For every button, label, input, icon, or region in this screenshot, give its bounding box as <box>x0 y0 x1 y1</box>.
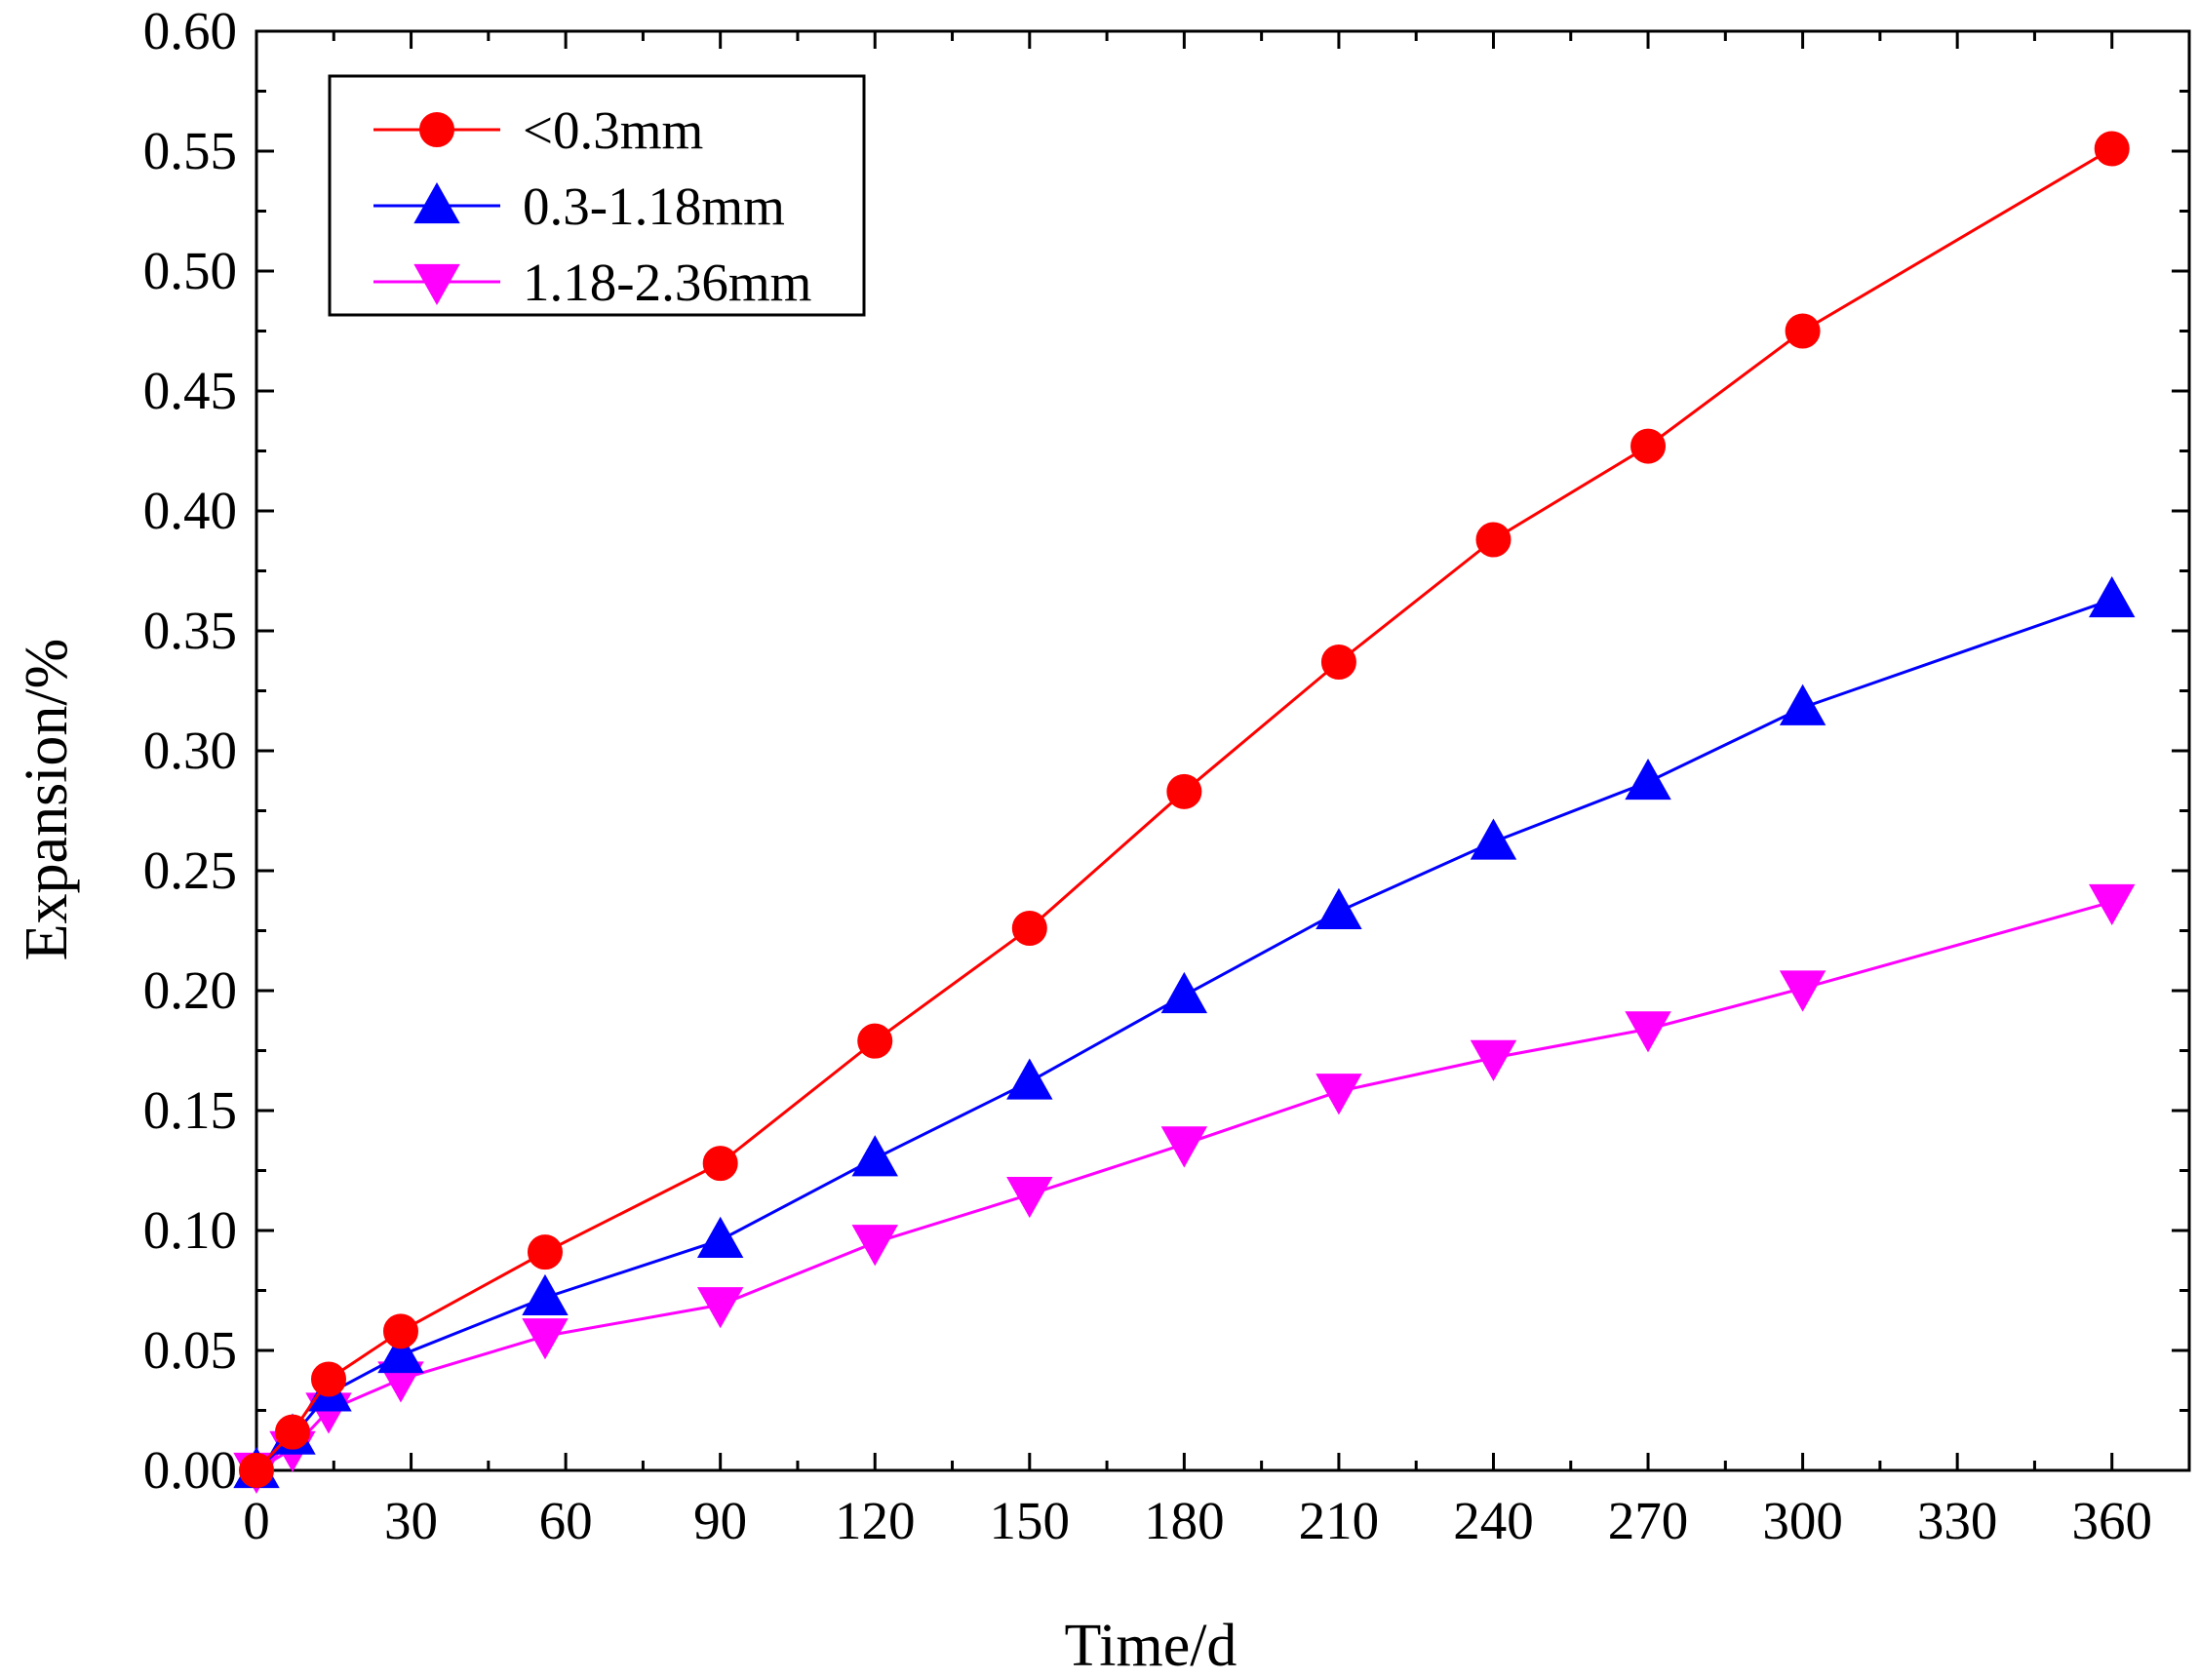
x-tick-label: 360 <box>2071 1491 2152 1550</box>
data-point <box>1625 1011 1671 1053</box>
data-point <box>851 1225 898 1267</box>
data-point <box>2089 883 2136 926</box>
legend: <0.3mm 0.3-1.18mm 1.18-2.36mm <box>328 74 866 317</box>
x-tick-label: 90 <box>693 1491 747 1550</box>
y-tick-label: 0.05 <box>143 1320 237 1380</box>
data-point <box>522 1273 569 1316</box>
legend-box <box>328 74 866 317</box>
y-tick-label: 0.35 <box>143 601 237 660</box>
data-point <box>274 1414 310 1450</box>
data-point <box>1785 313 1821 349</box>
data-point <box>1470 1039 1517 1081</box>
legend-label: 1.18-2.36mm <box>523 253 811 312</box>
data-point <box>1315 1074 1362 1115</box>
x-tick-label: 120 <box>835 1491 916 1550</box>
y-tick-label: 0.40 <box>143 481 237 540</box>
x-tick-label: 300 <box>1762 1491 1843 1550</box>
y-axis-title: Expansion/% <box>14 639 80 961</box>
data-point <box>382 1313 418 1349</box>
legend-marker <box>413 263 460 306</box>
axes: 0 30 60 90 120 150 180 210 240 270 300 330 360 0.00 0.… <box>143 1 2191 1550</box>
y-tick-label: 0.00 <box>143 1440 237 1500</box>
data-point <box>1779 684 1826 725</box>
data-point <box>1470 818 1517 860</box>
data-point <box>857 1023 893 1059</box>
data-point <box>527 1234 563 1270</box>
x-tick-label: 180 <box>1144 1491 1225 1550</box>
data-point <box>696 1287 744 1329</box>
y-tick-label: 0.45 <box>143 361 237 420</box>
legend-item: 1.18-2.36mm <box>373 253 811 312</box>
x-tick-label: 60 <box>539 1491 593 1550</box>
x-tick-label: 330 <box>1917 1491 1998 1550</box>
legend-marker <box>419 112 454 147</box>
data-point <box>696 1216 744 1258</box>
x-tick-label: 240 <box>1453 1491 1534 1550</box>
data-point <box>1160 1126 1208 1168</box>
data-point <box>1006 1058 1053 1100</box>
y-tick-label: 0.15 <box>143 1080 237 1140</box>
data-point <box>1166 773 1202 809</box>
y-tick-label: 0.10 <box>143 1200 237 1260</box>
data-point <box>1315 887 1362 929</box>
x-tick-label: 0 <box>243 1491 270 1550</box>
y-tick-label: 0.50 <box>143 241 237 300</box>
y-tick-label: 0.55 <box>143 121 237 180</box>
data-point <box>1630 428 1667 464</box>
data-series <box>233 131 2136 1495</box>
data-point <box>1475 522 1512 558</box>
y-tick-label: 0.30 <box>143 721 237 780</box>
legend-item: <0.3mm <box>373 100 703 160</box>
data-point <box>377 1331 424 1374</box>
data-point <box>310 1361 346 1397</box>
data-point <box>2094 131 2130 167</box>
x-tick-label: 210 <box>1299 1491 1380 1550</box>
data-point <box>1011 911 1047 947</box>
data-point <box>1625 758 1671 801</box>
y-tick-label: 0.25 <box>143 840 237 900</box>
data-point <box>1779 970 1826 1012</box>
legend-label: 0.3-1.18mm <box>523 176 785 236</box>
x-tick-label: 30 <box>384 1491 438 1550</box>
series-1 <box>239 131 2130 1488</box>
data-point <box>702 1146 738 1182</box>
legend-label: <0.3mm <box>523 100 703 160</box>
data-point <box>2089 575 2136 618</box>
x-tick-label: 150 <box>990 1491 1071 1550</box>
data-point <box>522 1318 569 1360</box>
legend-item: 0.3-1.18mm <box>373 176 785 236</box>
data-point <box>1320 644 1356 680</box>
data-point <box>851 1135 898 1177</box>
data-point <box>1160 971 1208 1014</box>
y-tick-label: 0.20 <box>143 960 237 1020</box>
x-tick-label: 270 <box>1608 1491 1689 1550</box>
y-tick-label: 0.60 <box>143 1 237 60</box>
legend-marker <box>413 181 460 224</box>
x-axis-title: Time/d <box>1065 1613 1237 1679</box>
data-point <box>1006 1176 1053 1219</box>
data-point <box>239 1453 274 1488</box>
